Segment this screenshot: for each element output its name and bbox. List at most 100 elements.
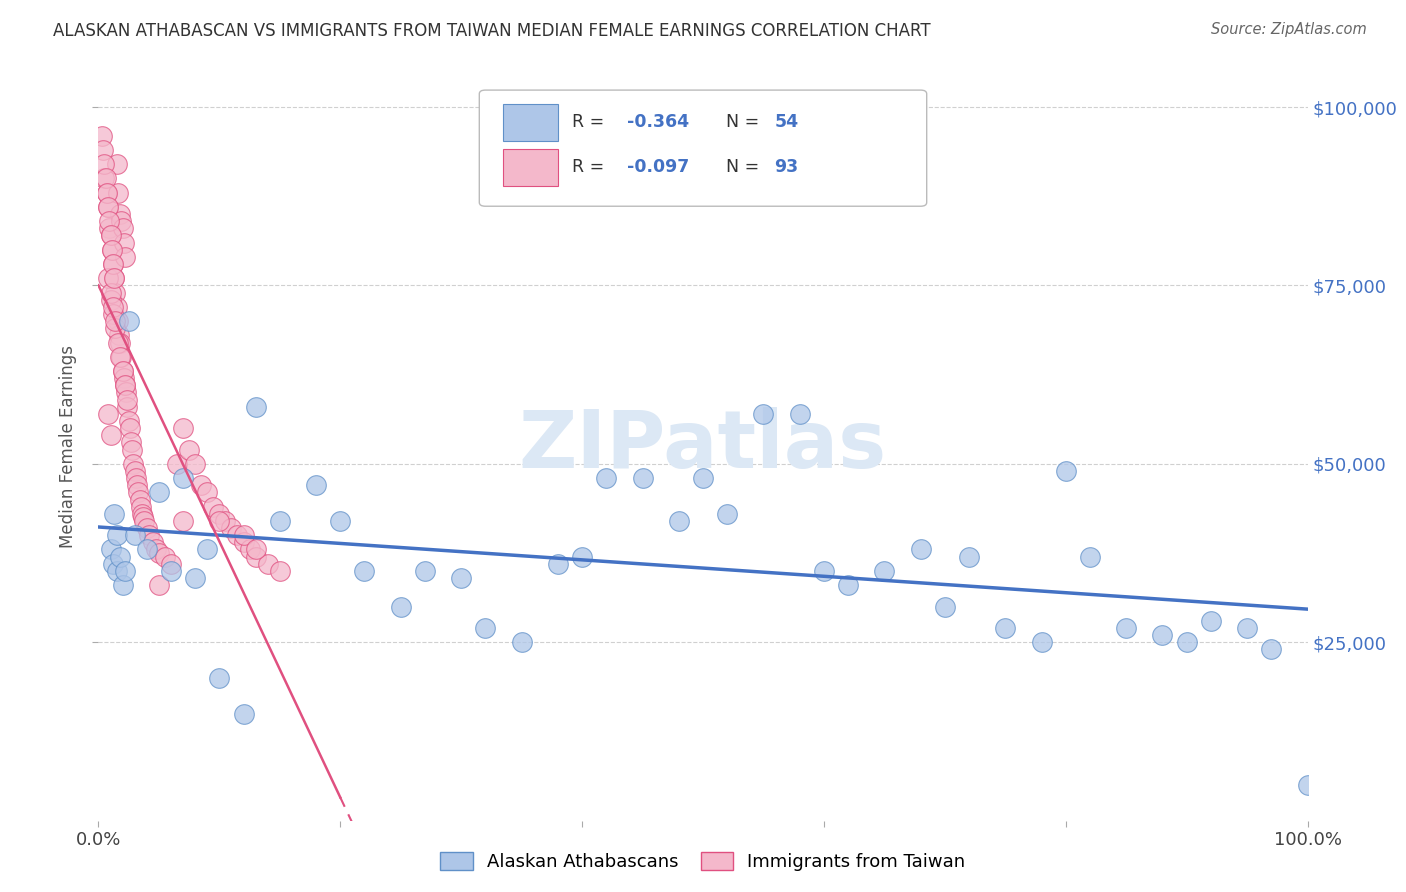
Point <box>172 514 194 528</box>
Point <box>120 435 142 450</box>
Point <box>160 557 183 571</box>
Point <box>111 364 134 378</box>
Point <box>837 578 859 592</box>
Text: 93: 93 <box>775 158 799 177</box>
Point <box>97 200 120 214</box>
Point <box>195 485 218 500</box>
Text: -0.364: -0.364 <box>627 113 689 131</box>
Point <box>97 271 120 285</box>
Point <box>117 392 139 407</box>
Point <box>96 186 118 200</box>
Point <box>1152 628 1174 642</box>
Point <box>994 621 1017 635</box>
Point <box>111 364 134 378</box>
Point <box>114 378 136 392</box>
Point <box>208 671 231 685</box>
Point <box>184 571 207 585</box>
Point <box>1260 642 1282 657</box>
Point <box>547 557 569 571</box>
Point <box>474 621 496 635</box>
Point <box>134 514 156 528</box>
Point <box>105 564 128 578</box>
Point <box>105 300 128 314</box>
Point <box>104 285 127 300</box>
Point <box>789 407 811 421</box>
Point <box>93 171 115 186</box>
Point <box>208 507 231 521</box>
Point <box>101 257 124 271</box>
Point <box>510 635 533 649</box>
Point <box>1115 621 1137 635</box>
Point <box>101 300 124 314</box>
Point <box>1236 621 1258 635</box>
Point <box>389 599 412 614</box>
Point <box>353 564 375 578</box>
Point <box>103 507 125 521</box>
FancyBboxPatch shape <box>503 149 558 186</box>
Point <box>128 492 150 507</box>
Point <box>934 599 956 614</box>
Point <box>1031 635 1053 649</box>
Point <box>752 407 775 421</box>
Point <box>104 321 127 335</box>
Point <box>131 507 153 521</box>
Point <box>129 500 152 514</box>
Point <box>221 521 243 535</box>
Point <box>305 478 328 492</box>
Point <box>135 542 157 557</box>
Point <box>172 421 194 435</box>
Point <box>114 564 136 578</box>
Point <box>269 564 291 578</box>
Point <box>100 243 122 257</box>
Point <box>100 243 122 257</box>
Point <box>226 528 249 542</box>
Text: ALASKAN ATHABASCAN VS IMMIGRANTS FROM TAIWAN MEDIAN FEMALE EARNINGS CORRELATION : ALASKAN ATHABASCAN VS IMMIGRANTS FROM TA… <box>53 22 931 40</box>
Point <box>100 542 122 557</box>
Point <box>166 457 188 471</box>
Point <box>124 528 146 542</box>
Point <box>1078 549 1101 564</box>
Text: N =: N = <box>716 158 765 177</box>
Point <box>98 214 121 228</box>
Point <box>100 228 122 243</box>
Point <box>269 514 291 528</box>
Point <box>91 128 114 143</box>
Point <box>103 271 125 285</box>
Point <box>101 557 124 571</box>
Point <box>190 478 212 492</box>
Point <box>108 328 131 343</box>
Point <box>1199 614 1222 628</box>
Point <box>148 578 170 592</box>
Point <box>100 428 122 442</box>
Text: -0.097: -0.097 <box>627 158 689 177</box>
Point <box>195 542 218 557</box>
Point <box>329 514 352 528</box>
Point <box>239 542 262 557</box>
Point <box>208 514 231 528</box>
Point <box>127 478 149 492</box>
Y-axis label: Median Female Earnings: Median Female Earnings <box>59 344 77 548</box>
Point <box>111 578 134 592</box>
Point <box>100 285 122 300</box>
Point <box>127 485 149 500</box>
Point <box>202 500 225 514</box>
Point <box>114 250 136 264</box>
Point <box>101 307 124 321</box>
Text: R =: R = <box>572 158 610 177</box>
Point <box>132 510 155 524</box>
Point <box>107 186 129 200</box>
Point <box>105 528 128 542</box>
Point <box>117 400 139 414</box>
Point <box>121 442 143 457</box>
Point <box>115 385 138 400</box>
Point <box>153 549 176 564</box>
Point <box>118 314 141 328</box>
Point <box>245 400 267 414</box>
Point <box>631 471 654 485</box>
Point <box>450 571 472 585</box>
Point <box>145 542 167 557</box>
Point <box>910 542 932 557</box>
Point <box>105 157 128 171</box>
FancyBboxPatch shape <box>503 103 558 141</box>
Point <box>413 564 436 578</box>
